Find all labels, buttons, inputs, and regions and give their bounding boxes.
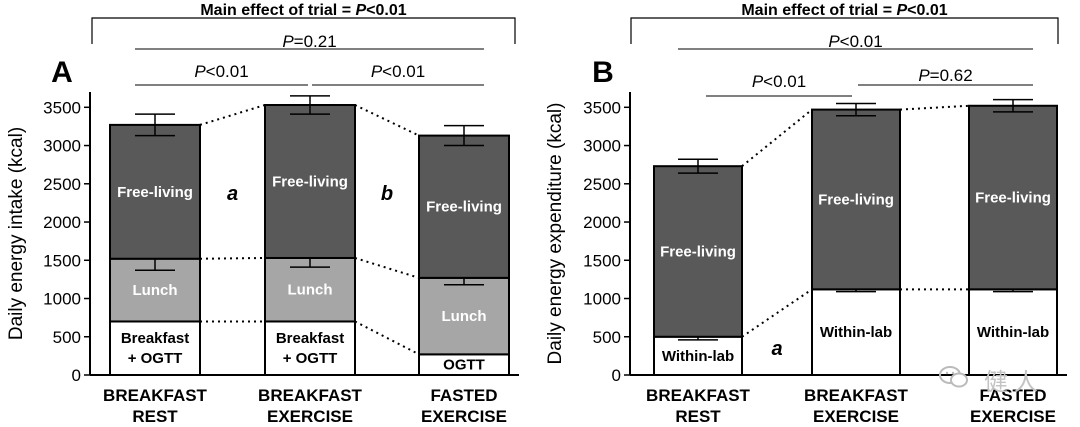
segment-label: Free-living [660, 243, 736, 260]
segment-label: Free-living [272, 173, 348, 190]
pairwise-p-value: P=0.21 [282, 32, 336, 51]
significance-letter: b [381, 183, 393, 205]
y-tick-label: 1500 [583, 251, 621, 270]
segment-label: Within-lab [820, 324, 892, 341]
y-tick-label: 2500 [583, 175, 621, 194]
dotted-connector [741, 288, 813, 338]
pairwise-p-value: P<0.01 [828, 32, 882, 51]
pairwise-p-value: P<0.01 [752, 72, 806, 91]
x-tick-label: BREAKFAST [804, 386, 909, 405]
segment-label: Free-living [426, 199, 502, 216]
y-tick-label: 2500 [43, 175, 81, 194]
watermark: 健人 [938, 362, 1058, 396]
y-tick-label: 3500 [43, 98, 81, 117]
segment-label: Breakfast [121, 330, 189, 347]
y-tick-label: 500 [53, 328, 81, 347]
x-tick-label: EXERCISE [267, 407, 353, 426]
bar-segment [811, 108, 901, 291]
segment-label: Free-living [818, 191, 894, 208]
main-effect-bracket [630, 17, 1059, 44]
y-tick-label: 2000 [43, 213, 81, 232]
y-axis-label: Daily energy intake (kcal) [6, 127, 27, 340]
y-tick-label: 1000 [43, 290, 81, 309]
y-tick-label: 3000 [583, 137, 621, 156]
dotted-connector [199, 256, 266, 260]
segment-label: Lunch [442, 308, 487, 325]
panel-a: A Daily energy intake (kcal) 0 500 1000 1500 2… [6, 2, 519, 426]
y-tick-label: 0 [72, 366, 81, 385]
wechat-icon [939, 366, 968, 388]
x-tick-label: BREAKFAST [103, 386, 208, 405]
panel-label: A [51, 56, 73, 89]
bar-segment [418, 134, 510, 279]
segment-label: + OGTT [283, 350, 338, 367]
pairwise-p-value: P<0.01 [371, 62, 425, 81]
y-tick-label: 2000 [583, 213, 621, 232]
bar-segment [109, 123, 201, 260]
x-tick-label: REST [675, 407, 721, 426]
dotted-connector [354, 104, 420, 137]
bar-segment [653, 165, 743, 338]
x-tick-label: FASTED [430, 386, 497, 405]
x-tick-label: REST [132, 407, 178, 426]
y-tick-label: 0 [612, 366, 621, 385]
main-effect-text: Main effect of trial = P<0.01 [200, 2, 406, 19]
segment-label: Breakfast [276, 330, 344, 347]
bar-segment [264, 104, 356, 259]
x-tick-label: BREAKFAST [258, 386, 363, 405]
watermark-text: 健人 [984, 368, 1044, 396]
panel-b: B Daily energy expenditure (kcal) 0 500 1000… [545, 2, 1067, 426]
segment-label: + OGTT [128, 350, 183, 367]
segment-label: OGTT [443, 357, 485, 374]
main-effect-text: Main effect of trial = P<0.01 [741, 2, 947, 19]
significance-letter: a [771, 338, 782, 360]
bar-segment [418, 276, 510, 356]
x-tick-label: FASTED [979, 386, 1046, 405]
main-effect-bracket [91, 17, 516, 44]
dotted-connector [741, 108, 813, 167]
y-tick-label: 3500 [583, 98, 621, 117]
panel-label: B [592, 56, 614, 89]
bar-segment [968, 104, 1058, 291]
dotted-connector [899, 104, 970, 111]
y-axis-label: Daily energy expenditure (kcal) [545, 103, 566, 365]
segment-label: Free-living [975, 190, 1051, 207]
significance-letter: a [227, 183, 238, 205]
y-tick-label: 1500 [43, 251, 81, 270]
y-tick-label: 1000 [583, 290, 621, 309]
segment-label: Within-lab [977, 324, 1049, 341]
x-tick-label: EXERCISE [813, 407, 899, 426]
segment-label: Lunch [288, 282, 333, 299]
x-tick-label: EXERCISE [970, 407, 1056, 426]
x-tick-label: BREAKFAST [646, 386, 751, 405]
x-tick-label: EXERCISE [421, 407, 507, 426]
bar-segment [264, 256, 356, 323]
pairwise-p-value: P<0.01 [194, 62, 248, 81]
bar-segment [264, 320, 356, 377]
dotted-connector [354, 320, 420, 356]
dotted-connector [199, 104, 266, 126]
segment-label: Lunch [133, 282, 178, 299]
dotted-connector [354, 257, 420, 279]
y-tick-label: 500 [593, 328, 621, 347]
bar-segment [811, 288, 901, 377]
segment-label: Free-living [117, 184, 193, 201]
pairwise-p-value: P=0.62 [918, 66, 972, 85]
segment-label: Within-lab [662, 348, 734, 365]
y-tick-label: 3000 [43, 137, 81, 156]
